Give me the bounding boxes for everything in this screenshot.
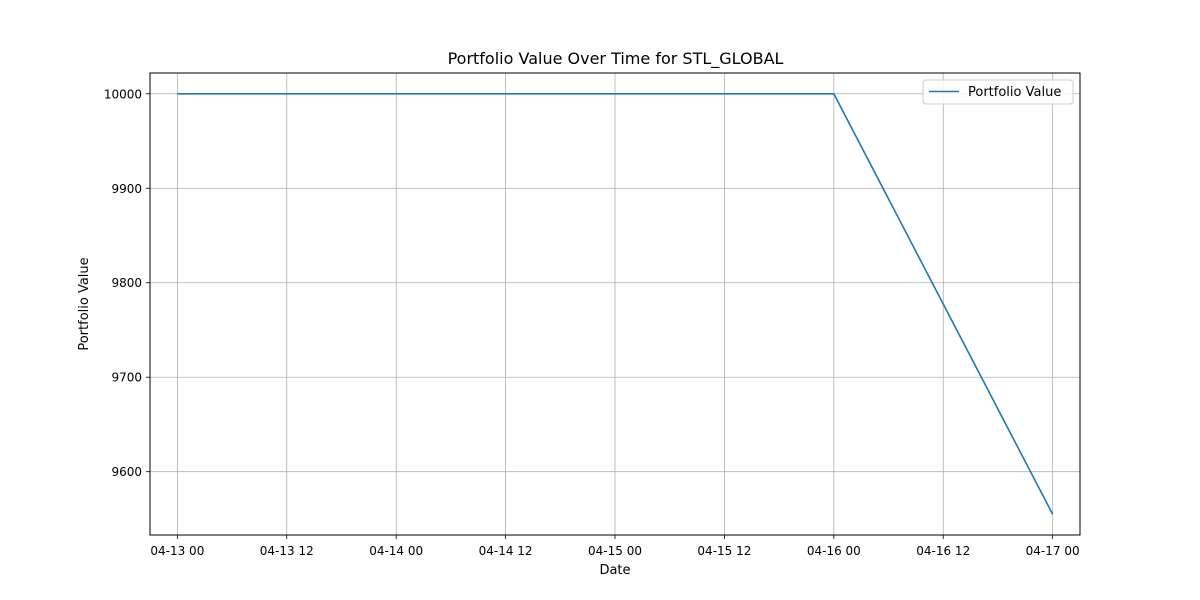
chart-title: Portfolio Value Over Time for STL_GLOBAL: [448, 49, 784, 69]
y-tick-label: 9600: [111, 465, 142, 479]
series-line-portfolio-value: [177, 92, 1054, 515]
x-tick-label: 04-13 12: [260, 544, 314, 558]
x-tick-label: 04-14 12: [479, 544, 533, 558]
series-layer: [177, 92, 1054, 515]
x-tick-label: 04-15 12: [697, 544, 751, 558]
y-tick-label: 9800: [111, 276, 142, 290]
y-axis: 9600 9700 9800 9900 10000: [104, 87, 150, 479]
x-tick-label: 04-16 12: [916, 544, 970, 558]
legend-label: Portfolio Value: [968, 85, 1061, 100]
x-tick-label: 04-14 00: [369, 544, 423, 558]
x-axis: 04-13 00 04-13 12 04-14 00 04-14 12 04-15 00…: [150, 535, 1080, 558]
x-tick-label: 04-13 00: [150, 544, 204, 558]
y-tick-label: 9900: [111, 182, 142, 196]
legend-box: [922, 79, 1074, 105]
x-tick-label: 04-17 00: [1026, 544, 1080, 558]
x-axis-label: Date: [599, 563, 630, 578]
legend: Portfolio Value: [922, 79, 1074, 105]
y-tick-label: 9700: [111, 371, 142, 385]
x-tick-label: 04-16 00: [807, 544, 861, 558]
y-tick-label: 10000: [104, 87, 142, 101]
x-tick-label: 04-15 00: [588, 544, 642, 558]
y-axis-label: Portfolio Value: [77, 257, 92, 350]
